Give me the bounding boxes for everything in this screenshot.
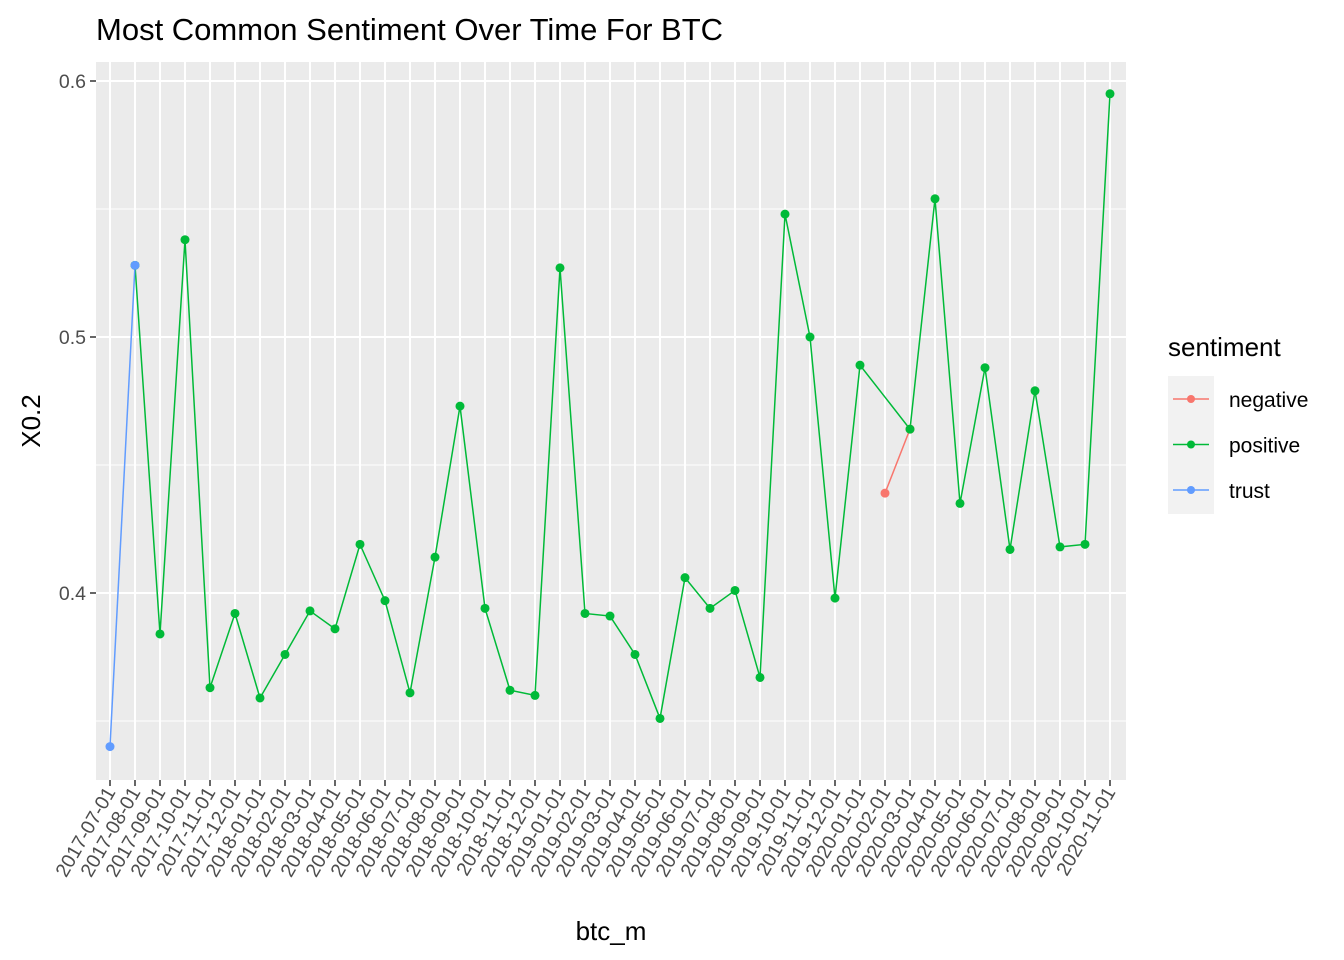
data-point-trust [130, 260, 140, 270]
data-point-positive [980, 363, 990, 373]
data-point-positive [255, 693, 265, 703]
x-axis: 2017-07-012017-08-012017-09-012017-10-01… [51, 780, 1120, 881]
data-point-positive [1080, 539, 1090, 549]
data-point-positive [630, 649, 640, 659]
data-point-negative [880, 488, 890, 498]
data-point-positive [480, 603, 490, 613]
major-gridlines [96, 62, 1126, 780]
data-point-positive [780, 209, 790, 219]
data-point-positive [155, 629, 165, 639]
data-point-positive [380, 596, 390, 606]
legend-label-positive: positive [1229, 435, 1300, 458]
data-point-positive [305, 606, 315, 616]
chart-title: Most Common Sentiment Over Time For BTC [96, 12, 723, 47]
data-point-positive [280, 649, 290, 659]
data-point-positive [430, 552, 440, 562]
y-axis: 0.4 0.5 0.6 [59, 71, 96, 605]
data-point-positive [605, 611, 615, 621]
data-point-positive [1030, 386, 1040, 396]
data-point-positive [830, 593, 840, 603]
data-point-positive [180, 235, 190, 245]
data-point-positive [455, 401, 465, 411]
data-point-positive [955, 498, 965, 508]
data-point-positive [330, 624, 340, 634]
data-point-positive [1005, 544, 1015, 554]
data-point-positive [855, 360, 865, 370]
data-point-positive [1105, 89, 1115, 99]
data-point-positive [1055, 542, 1065, 552]
legend-title: sentiment [1168, 332, 1281, 362]
data-point-positive [755, 672, 765, 682]
data-point-positive [205, 683, 215, 693]
y-axis-title: X0.2 [16, 394, 46, 448]
data-point-positive [505, 685, 515, 695]
data-point-positive [805, 332, 815, 342]
series-line-trust [109, 265, 136, 747]
data-point-trust [105, 742, 115, 752]
data-point-positive [705, 603, 715, 613]
data-point-positive [730, 585, 740, 595]
series-points [105, 89, 1115, 752]
series-line-negative [884, 428, 911, 494]
data-point-positive [530, 690, 540, 700]
legend: sentiment negative positive trust [1168, 332, 1308, 514]
data-point-positive [355, 539, 365, 549]
legend-label-negative: negative [1229, 389, 1308, 412]
data-point-positive [555, 263, 565, 273]
data-point-positive [580, 608, 590, 618]
data-point-positive [930, 194, 940, 204]
y-tick-label: 0.6 [59, 71, 86, 93]
legend-key-point-positive [1187, 440, 1195, 449]
data-point-positive [905, 424, 915, 434]
y-tick-label: 0.4 [59, 583, 86, 605]
legend-label-trust: trust [1229, 480, 1270, 503]
data-point-positive [230, 608, 240, 618]
data-point-positive [405, 688, 415, 698]
legend-key-point-trust [1187, 486, 1195, 494]
data-point-positive [655, 713, 665, 723]
y-tick-label: 0.5 [59, 327, 86, 349]
legend-key-point-negative [1187, 395, 1195, 403]
x-axis-title: btc_m [576, 916, 647, 946]
data-point-positive [680, 573, 690, 583]
